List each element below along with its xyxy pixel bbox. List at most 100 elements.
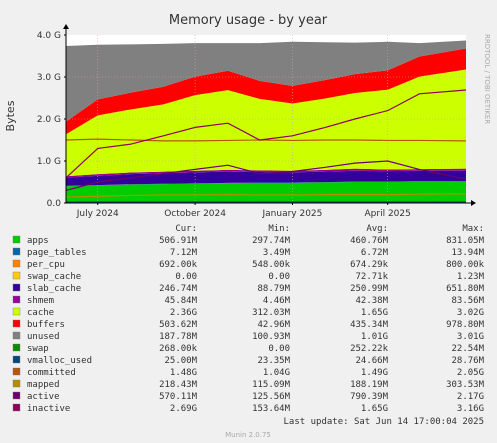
x-tick-label: April 2025	[365, 209, 411, 219]
legend-value-cur: 503.62M	[159, 320, 198, 330]
legend-value-avg: 1.65G	[361, 404, 388, 414]
legend-value-max: 651.80M	[446, 284, 485, 294]
legend-value-cur: 2.69G	[170, 404, 197, 414]
legend-value-cur: 1.48G	[170, 368, 197, 378]
legend-value-max: 3.01G	[457, 332, 484, 342]
legend-value-cur: 25.00M	[164, 356, 197, 366]
legend-value-avg: 1.01G	[361, 332, 388, 342]
legend-table: Cur: Min: Avg: Max: apps 506.91M 297.74M 46…	[12, 224, 485, 414]
legend-value-avg: 24.66M	[355, 356, 388, 366]
legend-series-name: apps	[27, 236, 49, 246]
legend-value-min: 115.09M	[252, 380, 291, 390]
y-axis-arrow	[63, 24, 69, 29]
y-axis-label: Bytes	[4, 100, 17, 131]
legend-value-max: 800.00k	[446, 260, 485, 270]
watermark: RRDTOOL / TOBI OETIKER	[483, 34, 491, 124]
legend-value-avg: 790.39M	[350, 392, 389, 402]
y-tick-label: 4.0 G	[37, 31, 61, 41]
legend-swatch	[12, 307, 21, 316]
legend-header-min: Min:	[268, 224, 290, 234]
legend-series-name: cache	[27, 308, 54, 318]
legend-value-min: 23.35M	[257, 356, 290, 366]
legend-row-active: active 570.11M 125.56M 790.39M 2.17G	[12, 391, 484, 402]
legend-row-inactive: inactive 2.69G 153.64M 1.65G 3.16G	[12, 403, 484, 414]
series-area-shmem	[66, 168, 466, 178]
legend-value-max: 3.16G	[457, 404, 484, 414]
legend-swatch	[12, 271, 21, 280]
legend-header-max: Max:	[462, 224, 484, 234]
y-tick-label: 1.0 G	[37, 157, 61, 167]
x-tick-label: October 2024	[164, 209, 226, 219]
stacked-areas	[66, 40, 466, 203]
legend-value-cur: 268.00k	[159, 344, 198, 354]
series-area-slab_cache	[66, 170, 466, 186]
legend-value-max: 13.94M	[451, 248, 484, 258]
series-area-buffers	[66, 48, 466, 135]
legend-series-name: mapped	[27, 380, 60, 390]
last-update: Last update: Sat Jun 14 17:00:04 2025	[284, 417, 484, 427]
legend-value-cur: 692.00k	[159, 260, 198, 270]
legend-value-cur: 7.12M	[170, 248, 198, 258]
legend-value-max: 303.53M	[446, 380, 485, 390]
legend-value-avg: 435.34M	[350, 320, 389, 330]
legend-value-avg: 72.71k	[355, 272, 388, 282]
legend-value-min: 4.46M	[263, 296, 291, 306]
legend-swatch	[12, 259, 21, 268]
legend-value-avg: 1.49G	[361, 368, 388, 378]
legend-row-unused: unused 187.78M 100.93M 1.01G 3.01G	[12, 331, 484, 342]
plot-area	[63, 24, 476, 206]
legend-rows: apps 506.91M 297.74M 460.76M 831.05Mpage_tab…	[12, 235, 485, 414]
legend-swatch	[12, 403, 21, 412]
legend-row-slab_cache: slab_cache 246.74M 88.79M 250.99M 651.80M	[12, 283, 485, 294]
legend-swatch	[12, 379, 21, 388]
series-line-inactive	[65, 89, 467, 179]
legend-value-avg: 6.72M	[361, 248, 389, 258]
legend-value-cur: 2.36G	[170, 308, 197, 318]
series-area-unused	[66, 40, 466, 122]
footer-version: Munin 2.0.75	[225, 431, 271, 439]
legend-value-avg: 42.38M	[355, 296, 388, 306]
legend-series-name: shmem	[27, 296, 54, 306]
legend-value-min: 153.64M	[252, 404, 291, 414]
legend-swatch	[12, 319, 21, 328]
legend-row-buffers: buffers 503.62M 42.96M 435.34M 978.80M	[12, 319, 485, 330]
legend-series-name: active	[27, 392, 60, 402]
legend-swatch	[12, 367, 21, 376]
x-tick-label: July 2024	[76, 209, 119, 219]
legend-series-name: vmalloc_used	[27, 356, 92, 366]
legend-series-name: per_cpu	[27, 260, 65, 270]
legend-value-min: 297.74M	[252, 236, 291, 246]
legend-value-avg: 252.22k	[350, 344, 389, 354]
legend-value-cur: 246.74M	[159, 284, 198, 294]
legend-series-name: swap_cache	[27, 272, 81, 282]
legend-value-cur: 187.78M	[159, 332, 198, 342]
legend-swatch	[12, 343, 21, 352]
legend-row-committed: committed 1.48G 1.04G 1.49G 2.05G	[12, 367, 484, 378]
legend-value-cur: 0.00	[175, 272, 197, 282]
legend-swatch	[12, 331, 21, 340]
legend-value-avg: 674.29k	[350, 260, 389, 270]
series-line-active	[65, 160, 467, 191]
legend-series-name: committed	[27, 368, 76, 378]
legend-value-cur: 218.43M	[159, 380, 198, 390]
legend-value-cur: 45.84M	[164, 296, 197, 306]
grid-lines	[66, 35, 466, 203]
series-area-apps	[66, 181, 466, 203]
legend-row-mapped: mapped 218.43M 115.09M 188.19M 303.53M	[12, 379, 485, 390]
legend-row-swap_cache: swap_cache 0.00 0.00 72.71k 1.23M	[12, 271, 485, 282]
legend-value-max: 3.02G	[457, 308, 484, 318]
legend-value-min: 3.49M	[263, 248, 291, 258]
legend-value-min: 125.56M	[252, 392, 291, 402]
legend-header-avg: Avg:	[366, 224, 388, 234]
legend-series-name: swap	[27, 344, 49, 354]
y-tick-label: 2.0 G	[37, 115, 61, 125]
legend-value-avg: 250.99M	[350, 284, 389, 294]
legend-header-cur: Cur:	[175, 224, 197, 234]
legend-value-avg: 1.65G	[361, 308, 388, 318]
legend-row-vmalloc_used: vmalloc_used 25.00M 23.35M 24.66M 28.76M	[12, 355, 485, 366]
legend-row-per_cpu: per_cpu 692.00k 548.00k 674.29k 800.00k	[12, 259, 485, 270]
legend-value-min: 1.04G	[263, 368, 290, 378]
y-axis-ticks: 0.0 1.0 G 2.0 G 3.0 G 4.0 G	[37, 31, 66, 209]
legend-swatch	[12, 355, 21, 364]
legend-value-max: 22.54M	[451, 344, 484, 354]
